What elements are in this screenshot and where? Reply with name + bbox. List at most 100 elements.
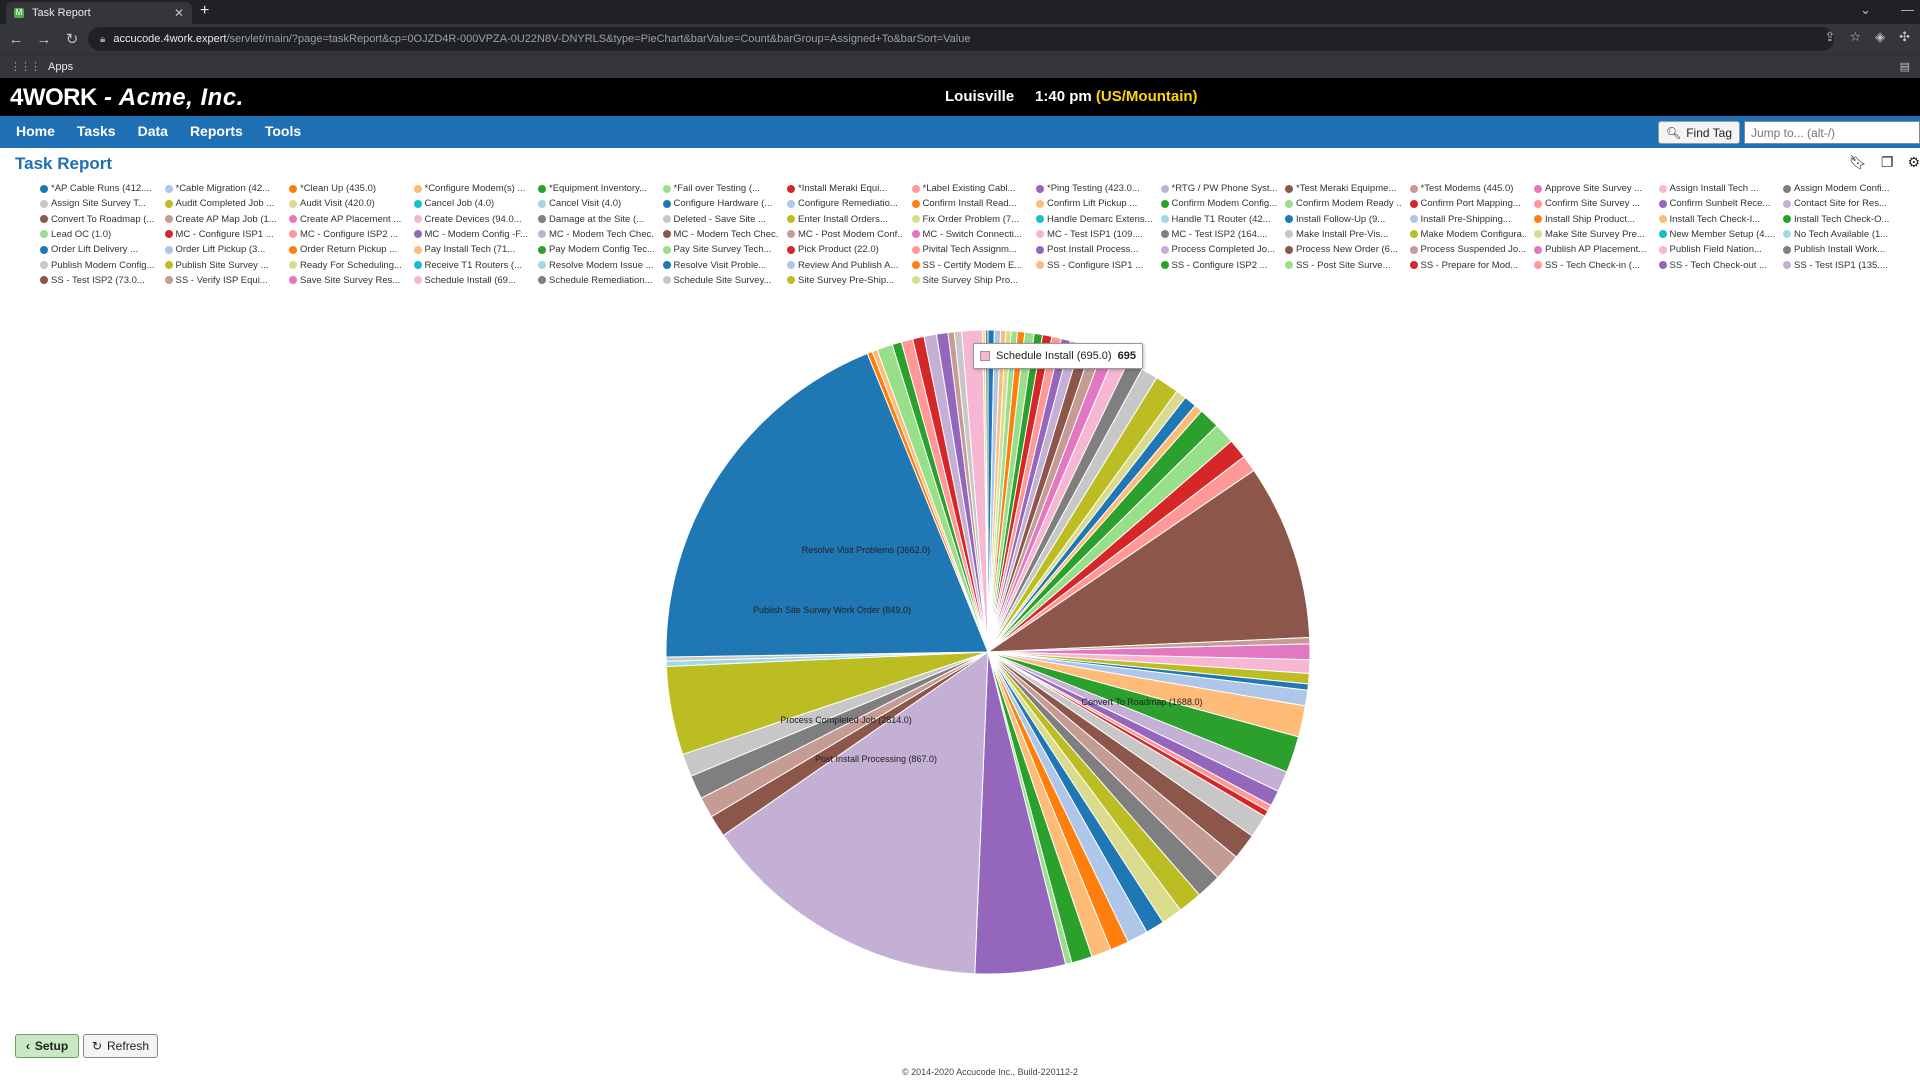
legend-item[interactable]: Enter Install Orders...: [787, 214, 903, 225]
legend-item[interactable]: Resolve Visit Proble...: [662, 260, 779, 271]
puzzle-icon[interactable]: ✣: [1899, 29, 1910, 44]
legend-item[interactable]: SS - Configure ISP2 ...: [1160, 260, 1277, 271]
legend-item[interactable]: SS - Test ISP1 (135....: [1783, 260, 1899, 271]
legend-item[interactable]: Approve Site Survey ...: [1534, 183, 1650, 194]
legend-item[interactable]: SS - Prepare for Mod...: [1409, 260, 1526, 271]
legend-item[interactable]: Schedule Install (69...: [413, 275, 530, 286]
legend-item[interactable]: Assign Install Tech ...: [1658, 183, 1775, 194]
setup-button[interactable]: ‹ Setup: [15, 1034, 79, 1058]
legend-item[interactable]: Order Lift Pickup (3...: [164, 244, 281, 255]
legend-item[interactable]: MC - Switch Connecti...: [911, 229, 1028, 240]
reading-list-icon[interactable]: ▤: [1899, 61, 1910, 73]
legend-item[interactable]: *Ping Testing (423.0...: [1036, 183, 1152, 194]
legend-item[interactable]: Cancel Visit (4.0): [538, 198, 654, 209]
legend-item[interactable]: *Equipment Inventory...: [538, 183, 654, 194]
tab-search-icon[interactable]: ⌄: [1860, 2, 1871, 17]
legend-item[interactable]: Confirm Install Read...: [911, 198, 1028, 209]
legend-item[interactable]: Install Tech Check-I...: [1658, 214, 1775, 225]
legend-item[interactable]: Confirm Port Mapping...: [1409, 198, 1526, 209]
legend-item[interactable]: MC - Post Modem Conf...: [787, 229, 903, 240]
legend-item[interactable]: Pivital Tech Assignm...: [911, 244, 1028, 255]
pie-slice[interactable]: [722, 651, 989, 975]
new-tab-icon[interactable]: +: [200, 2, 210, 19]
brand[interactable]: 4WORK - Acme, Inc.: [10, 84, 244, 112]
browser-tab[interactable]: M Task Report ✕: [6, 2, 192, 24]
legend-item[interactable]: MC - Modem Config -F...: [413, 229, 530, 240]
legend-item[interactable]: Install Pre-Shipping...: [1409, 214, 1526, 225]
legend-item[interactable]: Create Devices (94.0...: [413, 214, 530, 225]
legend-item[interactable]: Pay Modem Config Tec...: [538, 244, 654, 255]
legend-item[interactable]: Install Tech Check-O...: [1783, 214, 1899, 225]
legend-item[interactable]: Site Survey Ship Pro...: [911, 275, 1028, 286]
legend-item[interactable]: Publish Field Nation...: [1658, 244, 1775, 255]
nav-data[interactable]: Data: [137, 123, 168, 139]
legend-item[interactable]: Assign Site Survey T...: [40, 198, 156, 209]
nav-home[interactable]: Home: [16, 123, 55, 139]
legend-item[interactable]: SS - Post Site Surve...: [1285, 260, 1401, 271]
copy-icon[interactable]: ❐: [1880, 154, 1894, 170]
refresh-button[interactable]: ↻ Refresh: [83, 1034, 158, 1058]
legend-item[interactable]: Order Return Pickup ...: [289, 244, 405, 255]
jump-to-input[interactable]: [1744, 121, 1920, 144]
legend-item[interactable]: Create AP Map Job (1...: [164, 214, 281, 225]
legend-item[interactable]: SS - Configure ISP1 ...: [1036, 260, 1152, 271]
settings-icon[interactable]: ⚙: [1907, 154, 1920, 170]
extension-shield-icon[interactable]: ◈: [1875, 29, 1886, 44]
legend-item[interactable]: MC - Test ISP1 (109....: [1036, 229, 1152, 240]
legend-item[interactable]: *Cable Migration (42...: [164, 183, 281, 194]
legend-item[interactable]: Fix Order Problem (7...: [911, 214, 1028, 225]
pie-slice[interactable]: [665, 352, 989, 658]
legend-item[interactable]: Make Site Survey Pre...: [1534, 229, 1650, 240]
legend-item[interactable]: Cancel Job (4.0): [413, 198, 530, 209]
legend-item[interactable]: SS - Certify Modem E...: [911, 260, 1028, 271]
legend-item[interactable]: Confirm Sunbelt Rece...: [1658, 198, 1775, 209]
legend-item[interactable]: Ready For Scheduling...: [289, 260, 405, 271]
legend-item[interactable]: Damage at the Site (...: [538, 214, 654, 225]
legend-item[interactable]: *Fail over Testing (...: [662, 183, 779, 194]
legend-item[interactable]: Handle T1 Router (42...: [1160, 214, 1277, 225]
legend-item[interactable]: Receive T1 Routers (...: [413, 260, 530, 271]
pie-slice[interactable]: [984, 329, 989, 653]
bookmark-star-icon[interactable]: ☆: [1849, 29, 1862, 44]
legend-item[interactable]: Resolve Modem Issue ...: [538, 260, 654, 271]
legend-item[interactable]: Assign Modem Confi...: [1783, 183, 1899, 194]
legend-item[interactable]: Confirm Modem Config...: [1160, 198, 1277, 209]
legend-item[interactable]: *Clean Up (435.0): [289, 183, 405, 194]
legend-item[interactable]: *Install Meraki Equi...: [787, 183, 903, 194]
pie-slice[interactable]: [986, 469, 1311, 653]
legend-item[interactable]: Process New Order (6...: [1285, 244, 1401, 255]
legend-item[interactable]: Schedule Site Survey...: [662, 275, 779, 286]
legend-item[interactable]: Publish Site Survey ...: [164, 260, 281, 271]
legend-item[interactable]: Process Suspended Jo...: [1409, 244, 1526, 255]
legend-item[interactable]: Schedule Remediation...: [538, 275, 654, 286]
legend-item[interactable]: Publish Modem Config...: [40, 260, 156, 271]
legend-item[interactable]: *Label Existing Cabl...: [911, 183, 1028, 194]
legend-item[interactable]: SS - Tech Check-in (...: [1534, 260, 1650, 271]
legend-item[interactable]: Confirm Lift Pickup ...: [1036, 198, 1152, 209]
bookmark-apps[interactable]: Apps: [48, 60, 74, 73]
legend-item[interactable]: Save Site Survey Res...: [289, 275, 405, 286]
legend-item[interactable]: MC - Configure ISP1 ...: [164, 229, 281, 240]
legend-item[interactable]: SS - Tech Check-out ...: [1658, 260, 1775, 271]
legend-item[interactable]: MC - Configure ISP2 ...: [289, 229, 405, 240]
legend-item[interactable]: Deleted - Save Site ...: [662, 214, 779, 225]
legend-item[interactable]: Install Ship Product...: [1534, 214, 1650, 225]
close-tab-icon[interactable]: ✕: [173, 6, 184, 20]
share-icon[interactable]: ⇪: [1824, 29, 1836, 44]
legend-item[interactable]: Audit Visit (420.0): [289, 198, 405, 209]
legend-item[interactable]: New Member Setup (4....: [1658, 229, 1775, 240]
legend-item[interactable]: Publish AP Placement...: [1534, 244, 1650, 255]
legend-item[interactable]: Make Install Pre-Vis...: [1285, 229, 1401, 240]
legend-item[interactable]: Audit Completed Job ...: [164, 198, 281, 209]
legend-item[interactable]: Handle Demarc Extens...: [1036, 214, 1152, 225]
legend-item[interactable]: Site Survey Pre-Ship...: [787, 275, 903, 286]
legend-item[interactable]: Contact Site for Res...: [1783, 198, 1899, 209]
legend-item[interactable]: Confirm Modem Ready ...: [1285, 198, 1401, 209]
legend-item[interactable]: Configure Remediatio...: [787, 198, 903, 209]
legend-item[interactable]: Publish Install Work...: [1783, 244, 1899, 255]
legend-item[interactable]: Order Lift Delivery ...: [40, 244, 156, 255]
legend-item[interactable]: SS - Verify ISP Equi...: [164, 275, 281, 286]
forward-icon[interactable]: →: [36, 30, 52, 48]
find-tag-button[interactable]: 🔍︎ Find Tag: [1658, 121, 1740, 144]
legend-item[interactable]: Create AP Placement ...: [289, 214, 405, 225]
